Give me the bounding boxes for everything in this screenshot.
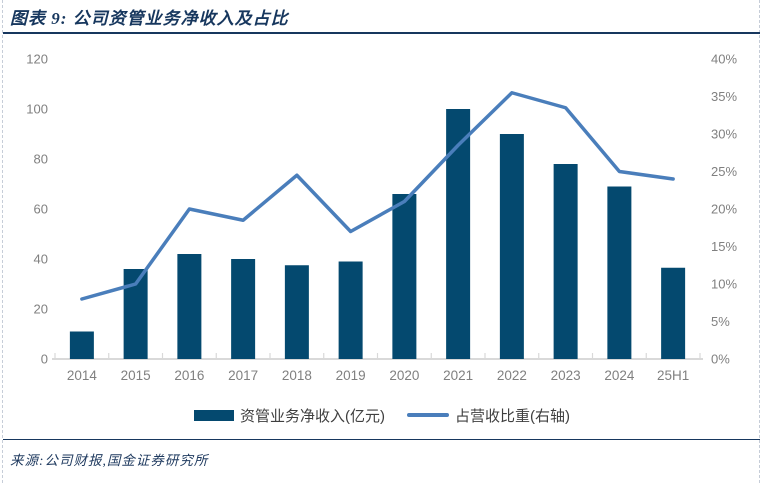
- line-series-label: 占营收比重(右轴): [455, 407, 570, 425]
- bar-2024: [607, 186, 632, 359]
- x-axis-label-2021: 2021: [443, 368, 473, 383]
- bar-25H1: [661, 267, 686, 359]
- bar-2017: [231, 259, 256, 359]
- x-axis-label-2018: 2018: [282, 368, 312, 383]
- trend-line: [80, 91, 675, 301]
- line-series-swatch: [407, 413, 449, 417]
- y-axis-left-tick-label: 20: [34, 302, 48, 317]
- bar-series-swatch: [194, 409, 234, 421]
- bar-2019: [338, 261, 363, 359]
- x-axis-label-2020: 2020: [389, 368, 419, 383]
- bar-2022: [499, 134, 524, 359]
- x-axis-label-2019: 2019: [336, 368, 366, 383]
- y-axis-right-tick-label: 0%: [711, 352, 730, 367]
- page-border-left: [2, 0, 3, 483]
- bar-2014: [69, 331, 94, 359]
- y-axis-right-tick-label: 40%: [711, 52, 737, 67]
- y-axis-left-tick-label: 0: [41, 352, 48, 367]
- bar-2021: [446, 109, 471, 359]
- page-border-right: [759, 0, 760, 483]
- chart-area: 0 20 40 60 80 100 120 0% 5% 10% 15% 20% 25% 30% 35% 40%…: [0, 40, 764, 392]
- y-axis-right-tick-label: 15%: [711, 239, 737, 254]
- bar-2016: [177, 254, 202, 359]
- x-axis-label-2015: 2015: [121, 368, 151, 383]
- y-axis-right-tick-label: 20%: [711, 202, 737, 217]
- y-axis-left-tick-label: 100: [26, 102, 48, 117]
- chart-legend: 资管业务净收入(亿元) 占营收比重(右轴): [0, 403, 764, 427]
- bar-2020: [392, 194, 417, 359]
- y-axis-right-tick-label: 10%: [711, 277, 737, 292]
- bar-2023: [553, 164, 578, 359]
- legend-item-line: 占营收比重(右轴): [407, 405, 570, 426]
- x-axis-label-2024: 2024: [604, 368, 635, 383]
- x-axis-label-25H1: 25H1: [657, 368, 689, 383]
- y-axis-right-tick-label: 30%: [711, 127, 737, 142]
- x-axis-label-2023: 2023: [551, 368, 581, 383]
- y-axis-right-tick-label: 35%: [711, 89, 737, 104]
- x-axis-label-2016: 2016: [174, 368, 204, 383]
- combo-chart: 0 20 40 60 80 100 120 0% 5% 10% 15% 20% 25% 30% 35% 40%…: [26, 52, 737, 384]
- figure-title: 图表 9: 公司资管业务净收入及占比: [10, 9, 289, 28]
- source-divider: [3, 439, 760, 440]
- x-axis-label-2017: 2017: [228, 368, 258, 383]
- y-axis-right-tick-label: 25%: [711, 164, 737, 179]
- bar-series-label: 资管业务净收入(亿元): [240, 407, 385, 425]
- y-axis-right-tick-label: 5%: [711, 314, 730, 329]
- y-axis-left-tick-label: 80: [34, 152, 48, 167]
- x-axis-label-2014: 2014: [67, 368, 98, 383]
- y-axis-left-tick-label: 40: [34, 252, 48, 267]
- legend-item-bars: 资管业务净收入(亿元): [194, 405, 385, 426]
- title-divider: [3, 32, 760, 34]
- source-note: 来源:公司财报,国金证券研究所: [10, 453, 209, 468]
- bar-2018: [284, 265, 309, 359]
- x-axis-label-2022: 2022: [497, 368, 527, 383]
- y-axis-left-tick-label: 60: [34, 202, 48, 217]
- y-axis-left-tick-label: 120: [26, 52, 48, 67]
